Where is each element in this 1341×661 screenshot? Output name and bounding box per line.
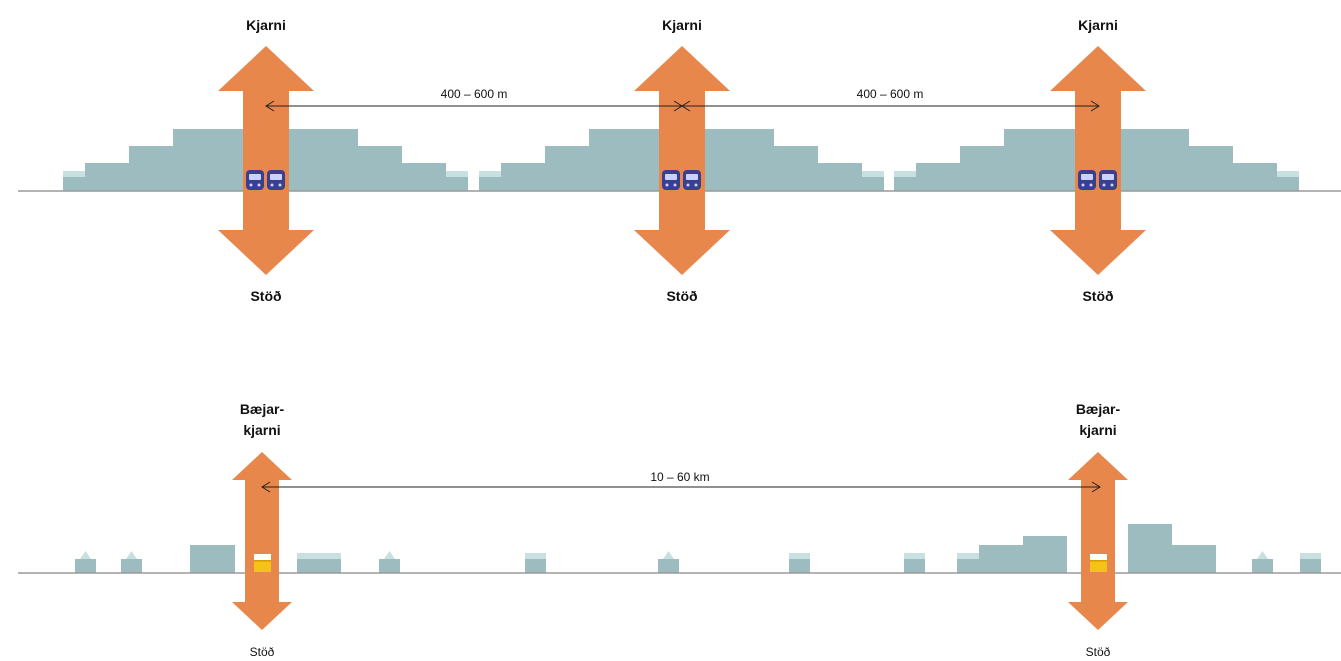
bottom-core-label-1b: kjarni	[243, 422, 280, 438]
low-building-5	[904, 553, 925, 573]
top-distance-label-1: 400 – 600 m	[441, 87, 508, 101]
top-double-arrow-2	[634, 46, 730, 275]
top-core-label-3: Kjarni	[1078, 17, 1118, 33]
top-station-label-2: Stöð	[666, 288, 697, 304]
top-distance-label-2: 400 – 600 m	[857, 87, 924, 101]
metro-train-icon-3	[1078, 170, 1117, 190]
bottom-station-label-2: Stöð	[1086, 645, 1111, 659]
top-distance-line-2	[681, 100, 1100, 112]
low-building-4	[789, 553, 810, 573]
top-building-profiles	[63, 129, 1299, 191]
top-station-label-1: Stöð	[250, 288, 281, 304]
metro-train-icon-1	[246, 170, 285, 190]
bottom-core-label-1a: Bæjar-	[240, 401, 285, 417]
top-station-label-3: Stöð	[1082, 288, 1113, 304]
top-arrows	[218, 46, 1146, 275]
bottom-distance-line	[261, 481, 1101, 493]
bottom-double-arrow-1	[232, 452, 292, 630]
top-double-arrow-1	[218, 46, 314, 275]
low-building-7	[1300, 553, 1321, 573]
low-building-6	[957, 553, 979, 573]
low-building-3	[525, 553, 546, 573]
bus-icon-1	[254, 554, 271, 572]
top-double-arrow-3	[1050, 46, 1146, 275]
top-core-label-2: Kjarni	[662, 17, 702, 33]
small-house-2	[121, 551, 142, 573]
mid-building-2	[1023, 536, 1067, 573]
bus-icon-2	[1090, 554, 1107, 572]
small-house-3	[379, 551, 400, 573]
top-distance-line-1	[265, 100, 683, 112]
metro-train-icon-2	[662, 170, 701, 190]
bottom-distance-label: 10 – 60 km	[650, 470, 709, 484]
small-house-5	[1252, 551, 1273, 573]
bottom-core-label-2a: Bæjar-	[1076, 401, 1121, 417]
bottom-station-label-1: Stöð	[250, 645, 275, 659]
top-core-label-1: Kjarni	[246, 17, 286, 33]
bottom-arrows	[232, 452, 1128, 630]
small-house-4	[658, 551, 679, 573]
bottom-double-arrow-2	[1068, 452, 1128, 630]
tall-building-1	[1128, 524, 1172, 573]
mid-building-3	[1172, 545, 1216, 573]
bottom-building-profiles	[75, 524, 1321, 573]
low-building-1	[190, 545, 235, 573]
low-building-2	[297, 553, 341, 573]
mid-building-1	[979, 545, 1023, 573]
small-house-1	[75, 551, 96, 573]
bottom-core-label-2b: kjarni	[1079, 422, 1116, 438]
